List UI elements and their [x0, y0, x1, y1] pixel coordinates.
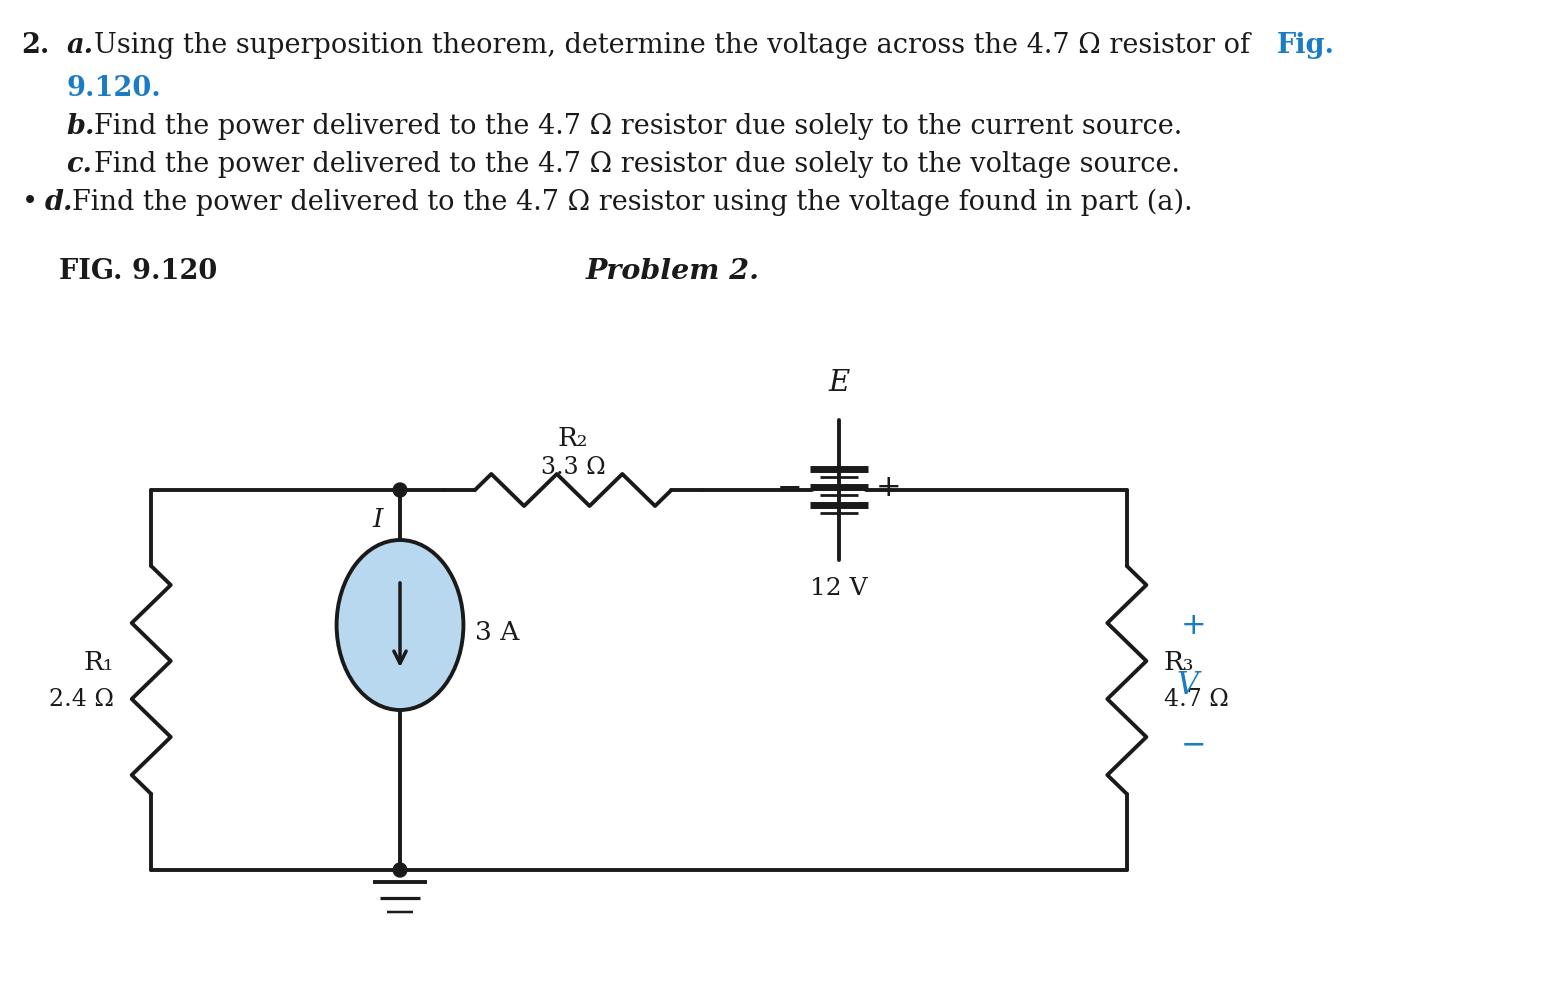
Text: Problem 2.: Problem 2.: [586, 258, 760, 285]
Text: d.: d.: [45, 189, 73, 216]
Text: FIG. 9.120: FIG. 9.120: [59, 258, 217, 285]
Text: c.: c.: [67, 151, 93, 178]
Text: −: −: [1181, 731, 1206, 759]
Text: a.: a.: [67, 32, 93, 59]
Text: R₁: R₁: [84, 650, 115, 674]
Text: •: •: [22, 189, 37, 216]
Text: E: E: [828, 369, 849, 397]
Text: Find the power delivered to the 4.7 Ω resistor due solely to the voltage source.: Find the power delivered to the 4.7 Ω re…: [93, 151, 1180, 178]
Text: Fig.: Fig.: [1277, 32, 1335, 59]
Text: −: −: [777, 473, 801, 503]
Ellipse shape: [336, 540, 463, 710]
Text: 2.: 2.: [22, 32, 50, 59]
Text: b.: b.: [67, 113, 95, 140]
Text: 3.3 Ω: 3.3 Ω: [541, 457, 606, 479]
Text: 4.7 Ω: 4.7 Ω: [1164, 688, 1229, 712]
Text: I: I: [372, 507, 383, 532]
Circle shape: [394, 483, 406, 497]
Text: Using the superposition theorem, determine the voltage across the 4.7 Ω resistor: Using the superposition theorem, determi…: [93, 32, 1259, 59]
Text: Find the power delivered to the 4.7 Ω resistor using the voltage found in part (: Find the power delivered to the 4.7 Ω re…: [73, 189, 1193, 216]
Text: R₃: R₃: [1164, 650, 1195, 674]
Text: 12 V: 12 V: [811, 577, 868, 600]
Text: V: V: [1176, 669, 1198, 700]
Circle shape: [394, 863, 406, 877]
Text: +: +: [876, 473, 902, 503]
Text: +: +: [1181, 610, 1206, 640]
Text: 2.4 Ω: 2.4 Ω: [50, 688, 115, 712]
Text: 3 A: 3 A: [476, 620, 519, 646]
Text: Find the power delivered to the 4.7 Ω resistor due solely to the current source.: Find the power delivered to the 4.7 Ω re…: [93, 113, 1183, 140]
Text: R₂: R₂: [558, 426, 589, 451]
Text: 9.120.: 9.120.: [67, 75, 161, 102]
